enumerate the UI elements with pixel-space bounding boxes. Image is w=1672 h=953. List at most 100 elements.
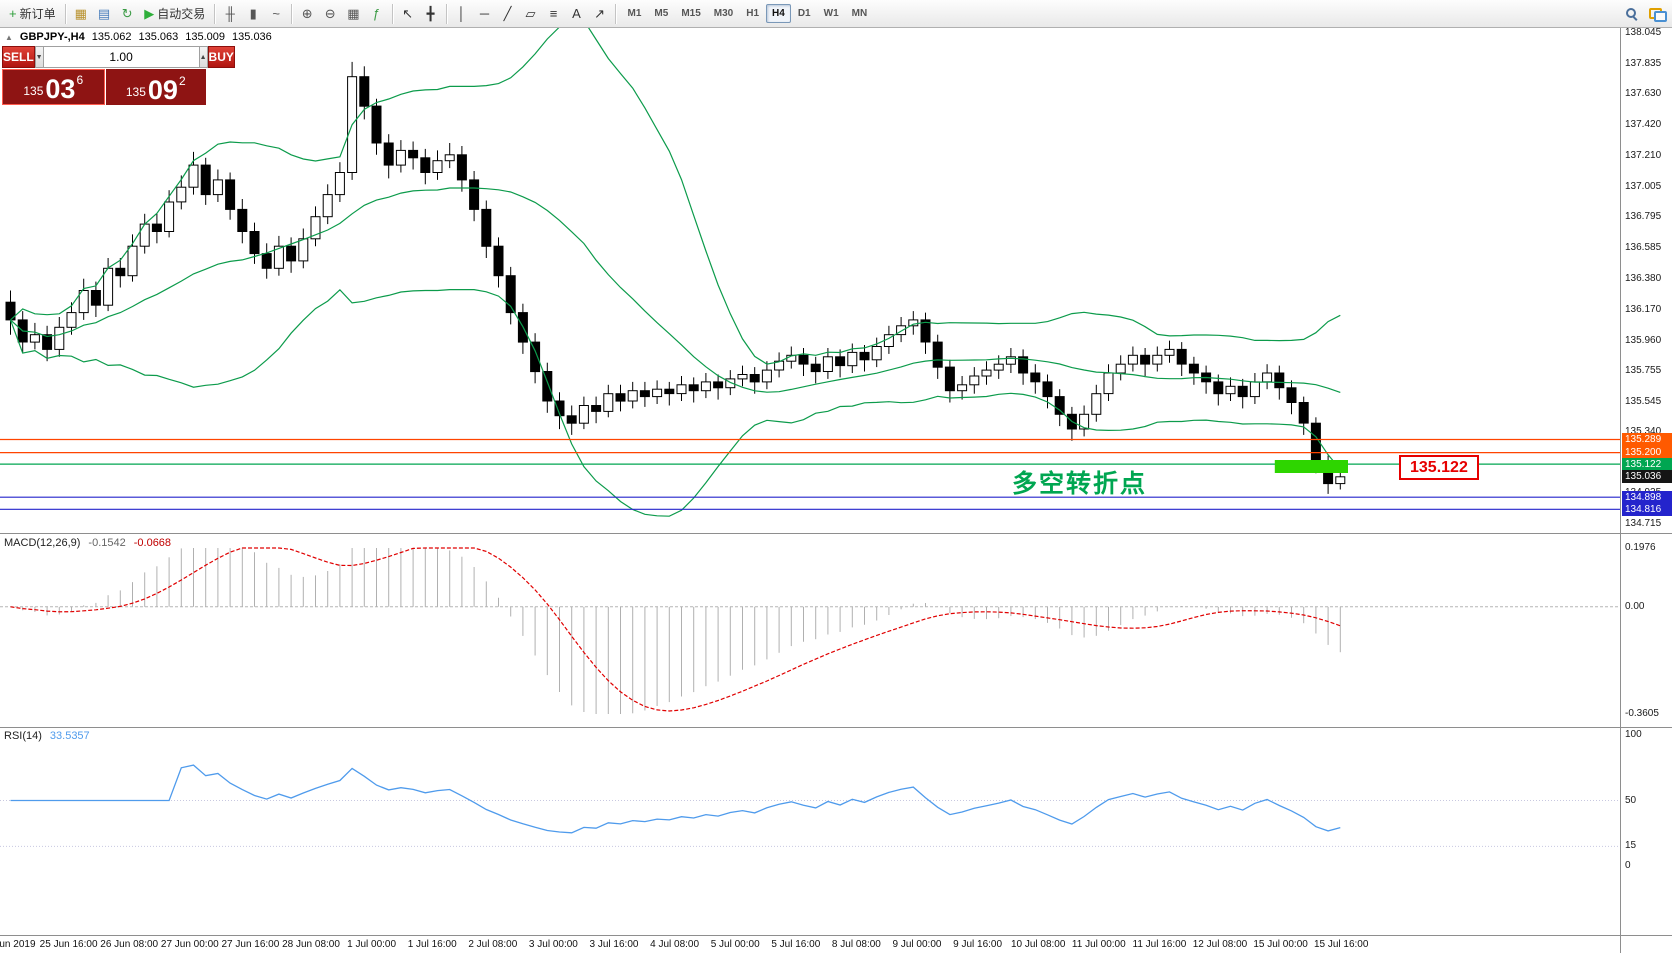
trendline-button[interactable]: ╱ (497, 3, 519, 25)
candlestick-chart-type-icon: ▮ (249, 6, 257, 21)
toolbar-separator (391, 3, 393, 24)
refresh-button[interactable]: ↻ (116, 3, 138, 25)
new-order-button[interactable]: + 新订单 (4, 3, 61, 25)
time-axis-label: 28 Jun 08:00 (282, 939, 340, 950)
time-axis-label: 27 Jun 16:00 (221, 939, 280, 950)
order-type-dropdown[interactable]: ▼ (34, 46, 44, 68)
price-axis-tick: 137.630 (1625, 88, 1662, 100)
price-axis-tick: 136.795 (1625, 211, 1662, 223)
price-axis-tick: 135.960 (1625, 334, 1662, 346)
bar-chart-type-icon: ╫ (225, 6, 235, 21)
price-axis-tick: 137.210 (1625, 150, 1662, 162)
bar-chart-type-button[interactable]: ╫ (219, 3, 241, 25)
zoom-in-button[interactable]: ⊕ (296, 3, 318, 25)
indicators-icon: ƒ (372, 6, 381, 21)
time-axis-label: 12 Jul 08:00 (1192, 939, 1248, 950)
price-tag-135.036: 135.036 (1622, 470, 1672, 484)
time-axis-label: 11 Jul 00:00 (1071, 939, 1126, 950)
cursor-button[interactable]: ↖ (397, 3, 419, 25)
time-axis-label: 27 Jun 00:00 (160, 939, 219, 950)
rsi-axis-tick: 100 (1625, 729, 1642, 740)
text-button[interactable]: A (566, 3, 588, 25)
price-level-callout[interactable]: 135.122 (1399, 455, 1479, 480)
indicators-button[interactable]: ƒ (366, 3, 388, 25)
price-tag-135.289: 135.289 (1622, 433, 1672, 447)
candlestick-chart-type-button[interactable]: ▮ (242, 3, 264, 25)
cursor-icon: ↖ (402, 6, 413, 21)
timeframe-h1-button[interactable]: H1 (746, 8, 760, 19)
time-axis-label: 9 Jul 00:00 (892, 939, 942, 950)
price-axis-tick: 138.045 (1625, 27, 1662, 39)
volume-input[interactable] (43, 46, 199, 68)
macd-signal-value: -0.0668 (133, 537, 172, 549)
sell-button[interactable]: SELL (2, 46, 35, 68)
price-axis-tick: 136.380 (1625, 272, 1662, 284)
volume-up-button[interactable]: ▲ (198, 46, 208, 68)
arrows-button[interactable]: ↗ (589, 3, 611, 25)
timeframe-h4-button[interactable]: H4 (766, 4, 791, 23)
price-axis-tick: 135.755 (1625, 364, 1662, 376)
profiles-icon: ▤ (97, 6, 111, 21)
sell-price-prefix: 135 (23, 84, 44, 98)
text-icon: A (572, 6, 581, 21)
channel-button[interactable]: ▱ (520, 3, 542, 25)
toolbar-separator (291, 3, 293, 24)
time-axis-label: 3 Jul 00:00 (528, 939, 578, 950)
charts-grid-icon: ▦ (74, 6, 87, 21)
crosshair-button[interactable]: ╋ (420, 3, 442, 25)
timeframe-d1-button[interactable]: D1 (797, 8, 811, 19)
line-chart-type-icon: ~ (272, 6, 281, 21)
search-icon (1625, 7, 1638, 20)
chart-symbol-title: GBPJPY-,H4 (19, 31, 85, 43)
chart-text-annotation[interactable]: 多空转折点 (1012, 470, 1148, 498)
toolbar-separator (614, 3, 616, 24)
fibonacci-button[interactable]: ≡ (543, 3, 565, 25)
price-axis[interactable]: 138.045 137.835 137.630 137.420 137.210 137.0… (1621, 0, 1672, 953)
time-axis-label: 2 Jul 08:00 (468, 939, 518, 950)
macd-axis-tick: 0.1976 (1625, 542, 1656, 553)
buy-price-sup: 2 (178, 74, 186, 88)
time-axis-label: 15 Jul 16:00 (1313, 939, 1369, 950)
horizontal-line-button[interactable]: ─ (474, 3, 496, 25)
price-axis-tick: 136.170 (1625, 303, 1662, 315)
buy-price-display[interactable]: 135 09 2 (105, 69, 206, 105)
sell-price-sup: 6 (76, 73, 84, 87)
price-axis-tick: 137.005 (1625, 180, 1662, 192)
price-tag-134.898: 134.898 (1622, 490, 1672, 504)
zoom-out-button[interactable]: ⊖ (319, 3, 341, 25)
timeframe-group: M1 M5 M15 M30 H1 H4 D1 W1 MN (622, 4, 874, 23)
channel-icon: ▱ (525, 6, 536, 21)
tile-windows-button[interactable]: ▦ (342, 3, 364, 25)
timeframe-m15-button[interactable]: M15 (681, 8, 701, 19)
time-axis-label: 26 Jun 08:00 (100, 939, 159, 950)
profiles-button[interactable]: ▤ (93, 3, 115, 25)
timeframe-mn-button[interactable]: MN (851, 8, 868, 19)
time-axis-label: 11 Jul 16:00 (1132, 939, 1187, 950)
rsi-value: 33.5357 (49, 730, 90, 742)
zoom-in-icon: ⊕ (301, 6, 313, 21)
time-axis-label: 25 Jun 16:00 (39, 939, 98, 950)
chat-button[interactable] (1644, 3, 1668, 25)
sell-price-display[interactable]: 135 03 6 (2, 69, 105, 105)
buy-button[interactable]: BUY (207, 46, 235, 68)
bar-high-value: 135.063 (138, 31, 179, 43)
rsi-axis-tick: 0 (1625, 860, 1631, 871)
price-tag-135.122: 135.122 (1622, 457, 1672, 471)
auto-trading-button[interactable]: ▶ 自动交易 (139, 3, 210, 25)
timeframe-m5-button[interactable]: M5 (654, 8, 669, 19)
time-axis-label: 5 Jul 16:00 (771, 939, 821, 950)
timeframe-w1-button[interactable]: W1 (823, 8, 839, 19)
toolbar-separator (214, 3, 216, 24)
timeframe-m30-button[interactable]: M30 (713, 8, 734, 19)
line-chart-type-button[interactable]: ~ (265, 3, 287, 25)
timeframe-m1-button[interactable]: M1 (627, 8, 642, 19)
vertical-line-button[interactable]: │ (451, 3, 473, 25)
price-tag-135.200: 135.200 (1622, 446, 1672, 460)
macd-axis-tick: 0.00 (1625, 600, 1645, 612)
search-button[interactable] (1620, 3, 1643, 25)
time-axis-label: 8 Jul 08:00 (831, 939, 881, 950)
rsi-axis-tick: 15 (1625, 840, 1637, 852)
charts-grid-button[interactable]: ▦ (70, 3, 92, 25)
